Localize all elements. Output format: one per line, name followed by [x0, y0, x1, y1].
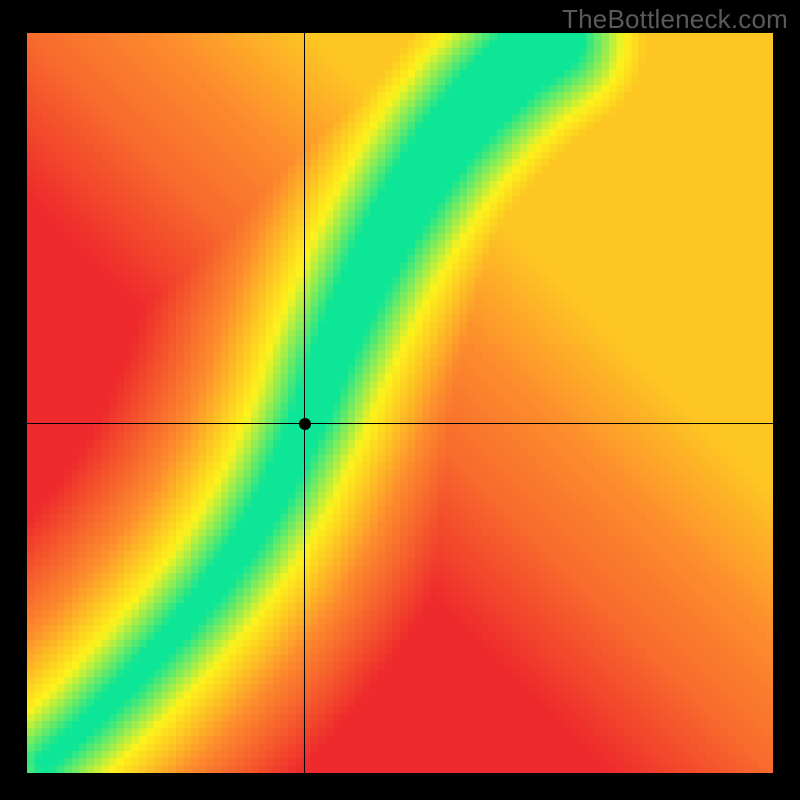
frame-bottom [0, 773, 800, 800]
crosshair-horizontal [27, 423, 773, 424]
chart-container: TheBottleneck.com [0, 0, 800, 800]
heatmap-plot [27, 33, 773, 773]
crosshair-vertical [304, 33, 305, 773]
crosshair-marker [299, 418, 311, 430]
frame-right [773, 33, 800, 773]
watermark-text: TheBottleneck.com [562, 4, 788, 35]
frame-left [0, 33, 27, 773]
